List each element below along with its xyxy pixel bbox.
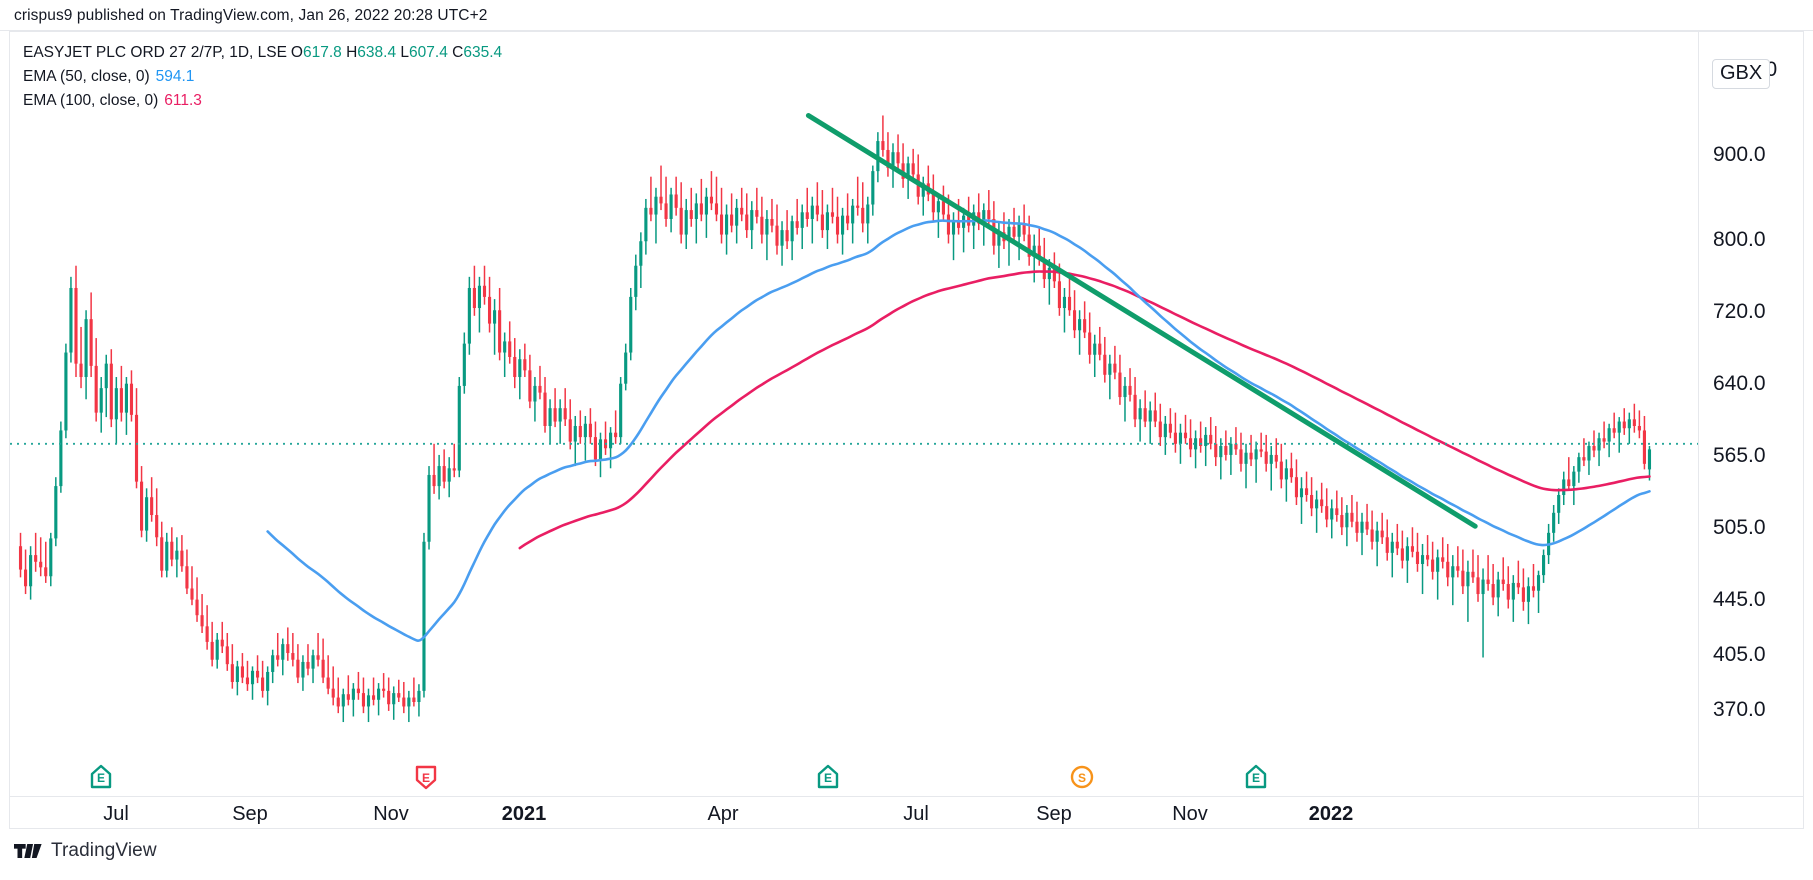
tradingview-brand-label: TradingView — [51, 840, 157, 861]
price-tick: 800.0 — [1713, 228, 1766, 251]
price-tick: 445.0 — [1713, 588, 1766, 611]
price-tick: 505.0 — [1713, 516, 1766, 539]
svg-text:E: E — [422, 771, 430, 785]
time-tick: 2022 — [1308, 803, 1354, 825]
earnings-marker-e-icon[interactable]: E — [1244, 763, 1268, 791]
price-tick: 405.0 — [1713, 643, 1766, 666]
price-tick: 640.0 — [1713, 372, 1766, 395]
time-tick: Apr — [707, 803, 739, 825]
time-tick: Nov — [1172, 803, 1208, 825]
time-axis[interactable]: Jul Sep Nov 2021 Apr Jul Sep Nov 2022 — [10, 796, 1803, 828]
ema50-line — [266, 219, 1651, 642]
candles-group — [18, 115, 1652, 723]
svg-text:E: E — [824, 771, 832, 785]
resistance-trendline[interactable] — [805, 113, 1478, 529]
publisher-credit: crispus9 published on TradingView.com, J… — [14, 7, 488, 24]
plot-area[interactable] — [10, 32, 1698, 761]
time-tick: Nov — [373, 803, 409, 825]
svg-text:S: S — [1078, 771, 1086, 785]
time-tick: Jul — [903, 803, 929, 825]
earnings-marker-e-icon[interactable]: E — [816, 763, 840, 791]
publisher-bar: crispus9 published on TradingView.com, J… — [0, 0, 1813, 31]
price-tick: 565.0 — [1713, 444, 1766, 467]
price-tick: 900.0 — [1713, 143, 1766, 166]
axis-corner — [1698, 797, 1803, 828]
svg-text:E: E — [97, 771, 105, 785]
tradingview-footer: TradingView — [14, 840, 157, 862]
price-tick: 370.0 — [1713, 698, 1766, 721]
price-tick: 720.0 — [1713, 300, 1766, 323]
candlestick-plot — [10, 113, 1698, 723]
time-tick: Sep — [1036, 803, 1072, 825]
svg-text:E: E — [1252, 771, 1260, 785]
time-tick: Sep — [232, 803, 268, 825]
price-axis[interactable]: GBX 1000.0900.0800.0720.0640.0565.0505.0… — [1698, 32, 1803, 796]
time-tick: Jul — [103, 803, 129, 825]
earnings-marker-e-icon[interactable]: E — [414, 763, 438, 791]
ema100-line — [518, 270, 1651, 550]
earnings-marker-e-icon[interactable]: E — [89, 763, 113, 791]
split-marker-s-icon[interactable]: S — [1070, 763, 1094, 791]
time-tick: 2021 — [501, 803, 547, 825]
currency-badge[interactable]: GBX — [1712, 59, 1771, 89]
tradingview-logo-icon — [14, 844, 42, 858]
